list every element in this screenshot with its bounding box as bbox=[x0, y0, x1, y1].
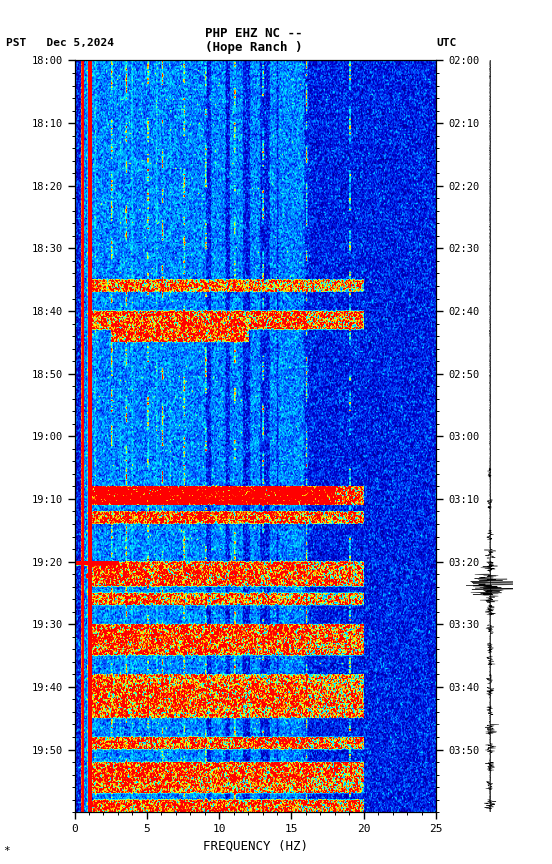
Text: UTC: UTC bbox=[436, 38, 457, 48]
Text: *: * bbox=[3, 846, 9, 855]
Text: PST   Dec 5,2024: PST Dec 5,2024 bbox=[6, 38, 114, 48]
X-axis label: FREQUENCY (HZ): FREQUENCY (HZ) bbox=[203, 840, 308, 853]
Text: (Hope Ranch ): (Hope Ranch ) bbox=[205, 41, 302, 54]
Text: PHP EHZ NC --: PHP EHZ NC -- bbox=[205, 27, 302, 40]
